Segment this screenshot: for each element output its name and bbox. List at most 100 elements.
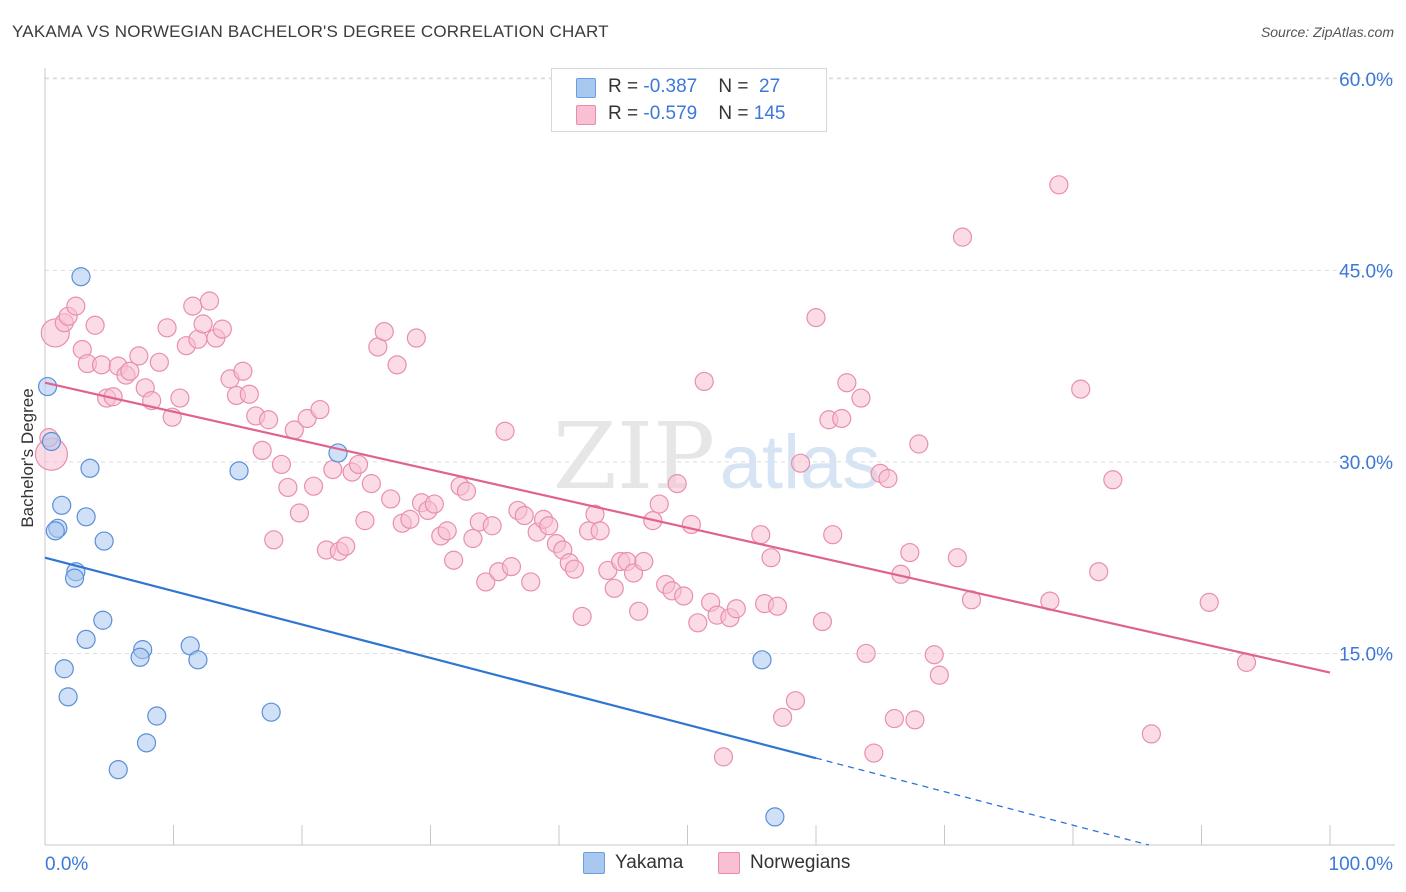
norwegians-point <box>476 572 496 592</box>
norwegians-point <box>864 743 884 763</box>
y-tick-label: 45.0% <box>1339 261 1393 282</box>
yakama-point <box>108 760 128 780</box>
norwegians-point <box>688 613 708 633</box>
norwegians-point <box>129 346 149 366</box>
bottom-legend-swatch-norwegians <box>718 852 740 874</box>
yakama-point <box>130 647 150 667</box>
legend: R = -0.387 N = 27 R = -0.579 N = 145 <box>551 68 827 132</box>
yakama-point <box>54 659 74 679</box>
norwegians-point <box>387 355 407 375</box>
norwegians-point <box>170 388 190 408</box>
norwegians-point <box>564 559 585 579</box>
bottom-legend-label-yakama: Yakama <box>615 852 684 873</box>
yakama-trend-line <box>44 556 817 760</box>
bottom-legend-label-norwegians: Norwegians <box>750 852 851 873</box>
norwegians-points <box>34 175 1257 767</box>
y-tick-labels: 15.0% 30.0% 45.0% 60.0% <box>1339 70 1393 666</box>
norwegians-point <box>649 494 669 514</box>
norwegians-point <box>212 319 232 339</box>
legend-text-norwegians: R = -0.579 N = 145 <box>608 103 786 124</box>
norwegians-point <box>590 521 610 541</box>
yakama-point <box>188 650 208 670</box>
yakama-point <box>147 706 167 726</box>
norwegians-point <box>878 468 898 489</box>
chart-title: YAKAMA VS NORWEGIAN BACHELOR'S DEGREE CO… <box>12 22 609 41</box>
legend-swatch-yakama <box>576 78 596 98</box>
norwegians-point <box>905 710 925 730</box>
norwegians-point <box>120 361 140 381</box>
norwegians-point <box>837 373 857 393</box>
yakama-point <box>52 495 72 515</box>
norwegians-point <box>381 489 401 509</box>
norwegians-point <box>832 408 852 429</box>
norwegians-point <box>374 322 394 342</box>
norwegians-point <box>694 371 714 392</box>
norwegians-point <box>823 525 843 545</box>
norwegians-point <box>909 434 929 454</box>
norwegians-point <box>501 557 522 577</box>
norwegians-point <box>355 511 375 531</box>
norwegians-point <box>785 691 806 711</box>
yakama-point <box>76 629 96 650</box>
yakama-point <box>94 531 114 551</box>
norwegians-point <box>952 227 973 247</box>
norwegians-point <box>1089 562 1109 582</box>
yakama-point <box>71 267 91 287</box>
yakama-point <box>229 461 249 481</box>
norwegians-point <box>761 548 781 568</box>
yakama-point <box>37 376 58 397</box>
norwegians-point <box>604 578 624 598</box>
norwegians-point <box>233 361 253 381</box>
yakama-trend-extension <box>815 757 1150 846</box>
norwegians-point <box>790 453 811 473</box>
norwegians-point <box>85 315 105 335</box>
norwegians-point <box>264 530 284 550</box>
yakama-point <box>41 431 62 452</box>
norwegians-point <box>323 459 343 480</box>
norwegians-point <box>767 596 788 616</box>
watermark-zip: ZIP <box>553 403 715 510</box>
norwegians-point <box>193 314 213 334</box>
norwegians-point <box>303 476 324 496</box>
y-tick-label: 30.0% <box>1339 453 1393 474</box>
norwegians-point <box>514 505 534 526</box>
trend-lines <box>44 381 1331 846</box>
norwegians-point <box>539 516 559 536</box>
norwegians-point <box>851 388 871 408</box>
norwegians-point <box>634 551 654 572</box>
source-label: Source: ZipAtlas.com <box>1260 24 1394 40</box>
norwegians-point <box>406 328 426 348</box>
norwegians-point <box>751 525 771 545</box>
norwegians-point <box>258 410 279 430</box>
y-axis-label: Bachelor's Degree <box>18 388 37 527</box>
y-tick-label: 15.0% <box>1339 644 1393 665</box>
norwegians-point <box>495 421 515 441</box>
norwegians-point <box>91 355 112 375</box>
norwegians-point <box>149 352 169 372</box>
norwegians-point <box>947 548 967 568</box>
norwegians-point <box>629 601 649 621</box>
norwegians-point <box>424 494 444 514</box>
norwegians-point <box>437 521 457 541</box>
yakama-point <box>136 733 157 753</box>
yakama-point <box>45 521 65 541</box>
norwegians-point <box>713 747 734 767</box>
norwegians-point <box>336 536 356 556</box>
norwegians-point <box>199 291 220 311</box>
norwegians-point <box>361 474 381 494</box>
x-tick-labels: 0.0% 100.0% <box>45 854 1393 875</box>
norwegians-point <box>400 509 420 529</box>
norwegians-point <box>278 477 298 498</box>
norwegians-point <box>812 611 833 632</box>
norwegians-point <box>310 399 330 420</box>
norwegians-point <box>348 454 369 475</box>
norwegians-point <box>884 708 904 729</box>
norwegians-point <box>66 296 86 316</box>
norwegians-point <box>271 454 292 475</box>
norwegians-point <box>806 307 826 328</box>
norwegians-point <box>1103 470 1123 490</box>
norwegians-point <box>157 318 177 338</box>
norwegians-point <box>929 665 949 685</box>
yakama-point <box>752 650 772 670</box>
